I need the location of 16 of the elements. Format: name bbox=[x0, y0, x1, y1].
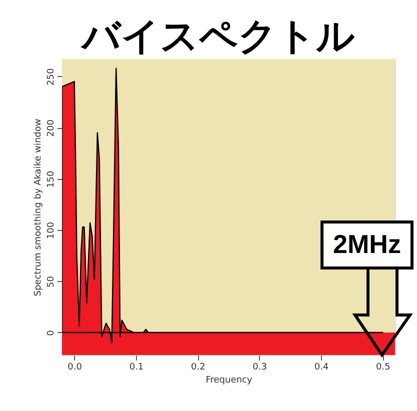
x-axis-title: Frequency bbox=[206, 376, 253, 386]
chart-title: バイスペクトル bbox=[80, 16, 355, 58]
y-tick-label: 0 bbox=[46, 330, 56, 336]
x-tick-label: 0.5 bbox=[376, 362, 390, 372]
annotation: 2MHz bbox=[333, 229, 401, 259]
y-axis-title: Spectrum smoothing by Akaike window bbox=[34, 118, 44, 296]
y-tick-label: 150 bbox=[46, 170, 56, 188]
x-tick-label: 0.0 bbox=[68, 362, 82, 372]
x-tick-label: 0.3 bbox=[252, 362, 267, 372]
y-tick-label: 100 bbox=[46, 222, 56, 240]
y-tick-label: 50 bbox=[46, 276, 56, 288]
x-tick-label: 0.2 bbox=[191, 362, 206, 372]
y-tick-label: 200 bbox=[46, 119, 56, 137]
x-tick-label: 0.4 bbox=[314, 362, 329, 372]
y-tick-label: 250 bbox=[46, 68, 56, 86]
x-tick-label: 0.1 bbox=[129, 362, 144, 372]
